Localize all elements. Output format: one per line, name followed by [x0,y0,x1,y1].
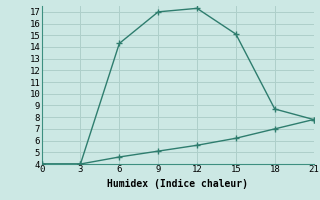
X-axis label: Humidex (Indice chaleur): Humidex (Indice chaleur) [107,179,248,189]
